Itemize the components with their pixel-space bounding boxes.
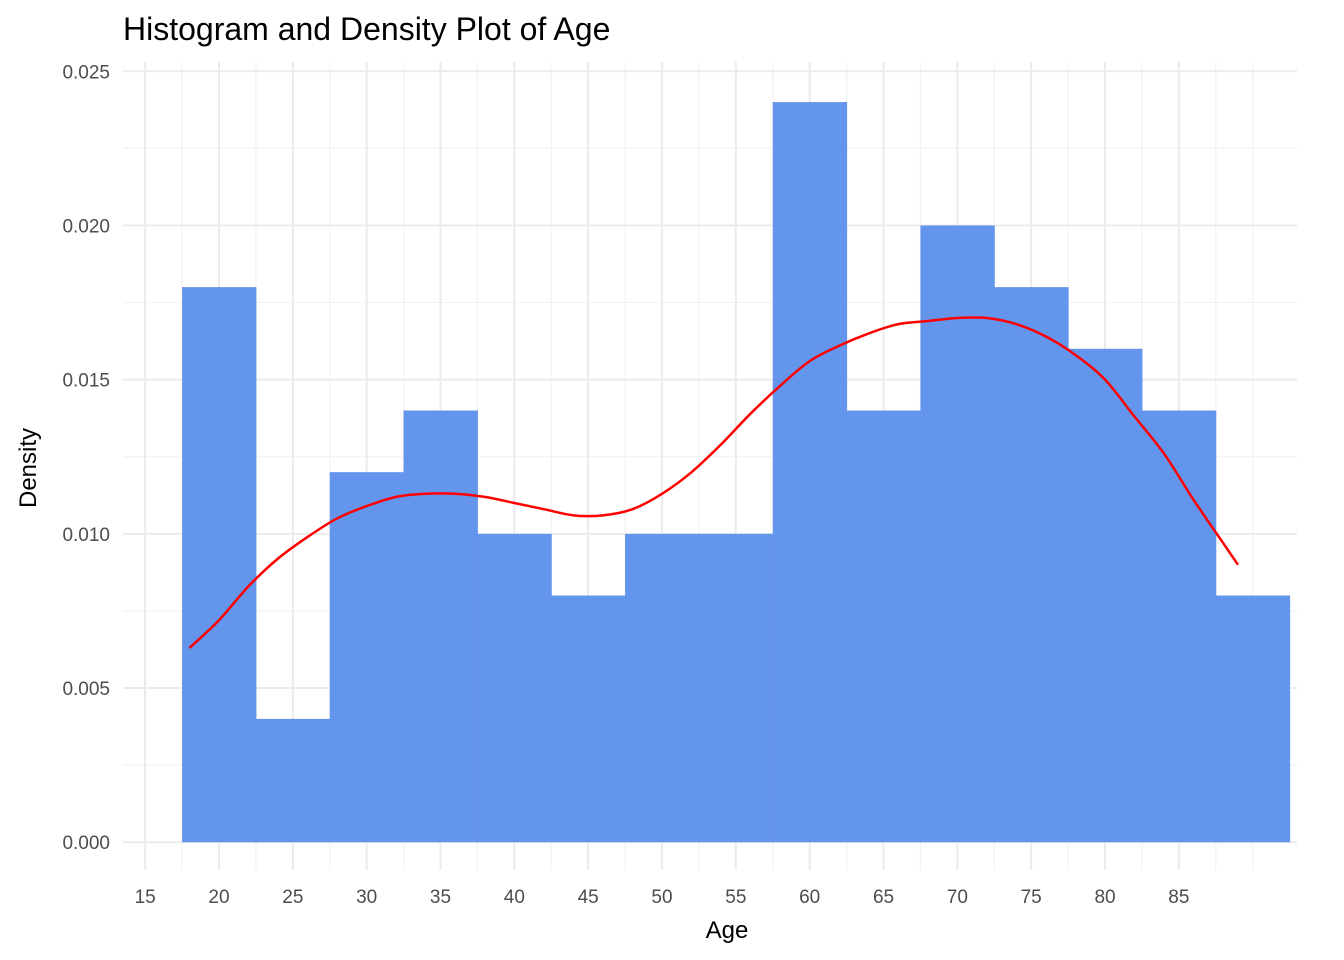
y-axis-title: Density [15, 428, 42, 508]
x-tick-label: 70 [947, 887, 968, 908]
y-tick-label: 0.010 [62, 525, 110, 546]
x-tick-label: 40 [504, 887, 525, 908]
x-tick-label: 60 [799, 887, 820, 908]
x-tick-label: 65 [873, 887, 894, 908]
y-tick-label: 0.005 [62, 679, 110, 700]
x-axis-tick-labels: 15 20 25 30 35 40 45 50 55 60 65 70 75 80 85 [135, 887, 1190, 908]
histogram-bars [182, 102, 1291, 843]
histogram-bar [182, 287, 257, 843]
x-tick-label: 15 [135, 887, 156, 908]
histogram-bar [403, 410, 478, 843]
histogram-bar [846, 410, 921, 843]
histogram-bar [255, 718, 331, 843]
x-tick-label: 50 [651, 887, 672, 908]
histogram-bar [698, 533, 774, 843]
histogram-bar [1141, 410, 1217, 843]
chart-title: Histogram and Density Plot of Age [123, 11, 610, 47]
y-tick-label: 0.025 [62, 62, 110, 83]
histogram-bar [477, 533, 552, 843]
x-tick-label: 35 [430, 887, 451, 908]
histogram-bar [920, 225, 995, 843]
x-tick-label: 25 [282, 887, 303, 908]
histogram-bar [625, 533, 700, 843]
histogram-bar [1068, 348, 1143, 843]
density-curve [188, 316, 1239, 649]
histogram-bar [994, 287, 1069, 843]
y-tick-label: 0.015 [62, 371, 110, 392]
histogram-bar [329, 472, 405, 843]
x-tick-label: 85 [1168, 887, 1189, 908]
x-tick-label: 30 [356, 887, 377, 908]
x-tick-label: 55 [725, 887, 746, 908]
y-tick-label: 0.020 [62, 216, 110, 237]
x-tick-label: 75 [1021, 887, 1042, 908]
x-tick-label: 80 [1094, 887, 1115, 908]
histogram-bar [772, 102, 848, 843]
x-axis-title: Age [706, 917, 749, 944]
histogram-bar [1215, 595, 1291, 843]
histogram-bar [551, 595, 626, 843]
y-axis-tick-labels: 0.000 0.005 0.010 0.015 0.020 0.025 [62, 62, 110, 854]
y-tick-label: 0.000 [62, 833, 110, 854]
x-tick-label: 45 [578, 887, 599, 908]
x-tick-label: 20 [208, 887, 229, 908]
